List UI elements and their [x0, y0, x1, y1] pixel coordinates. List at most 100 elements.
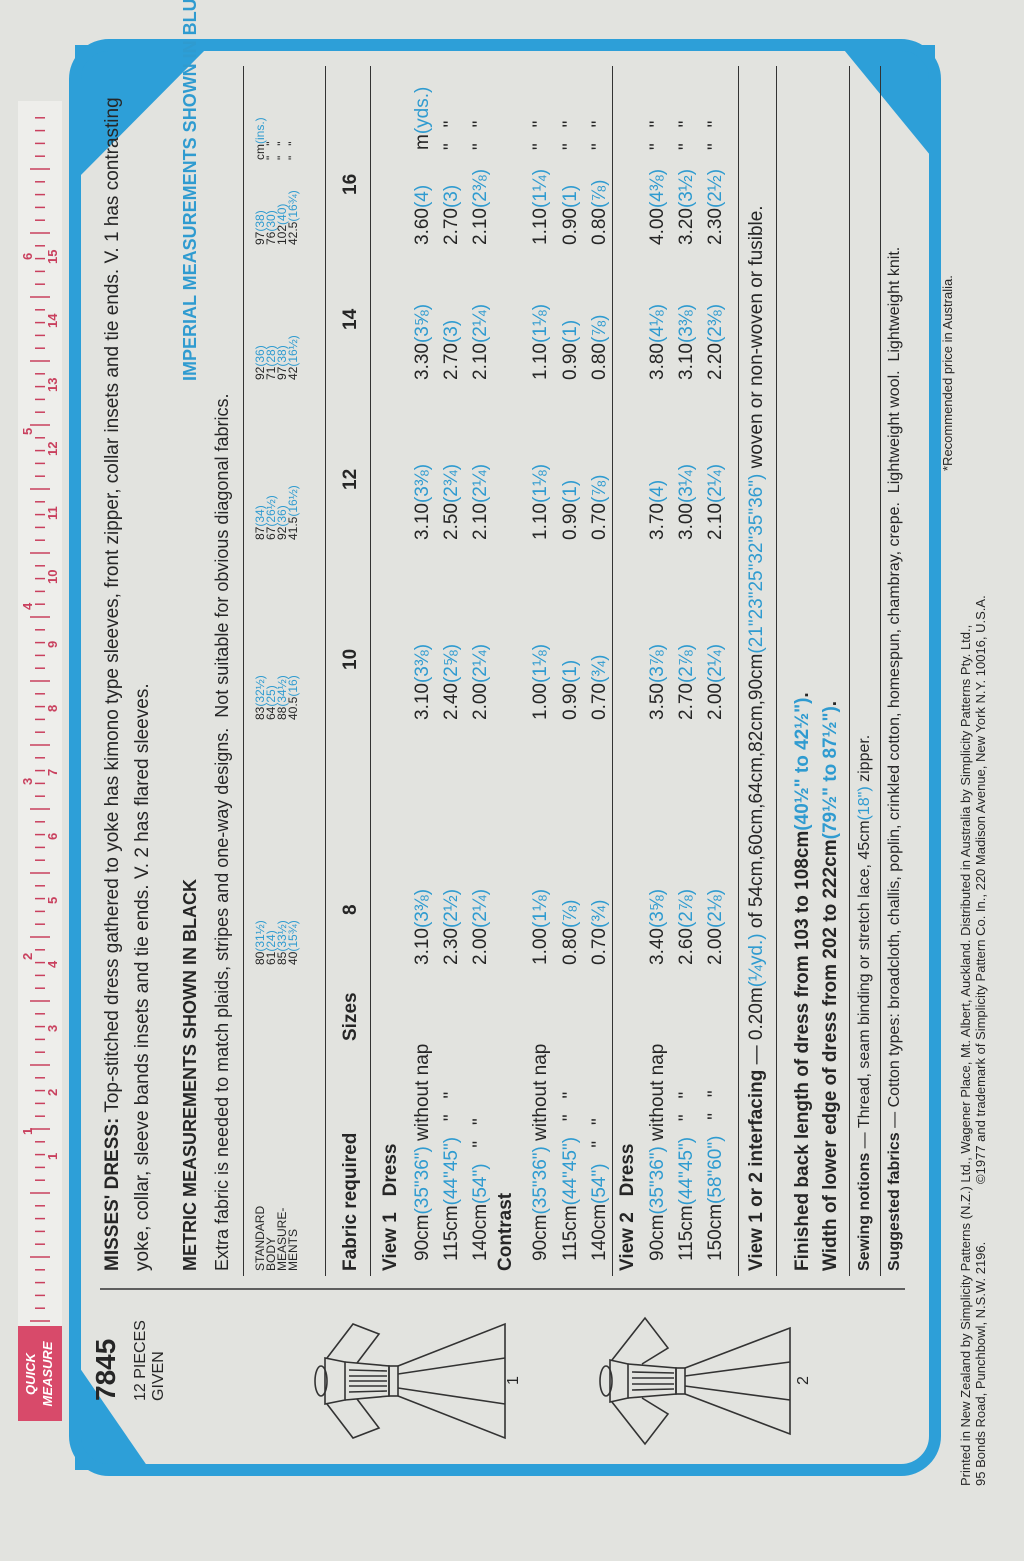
ruler-mark: 10: [45, 569, 60, 584]
unit: " ": [560, 121, 582, 150]
body-value-imperial: (16½): [286, 485, 300, 517]
yardage-imperial: (3¼): [676, 463, 697, 504]
yardage: 0.70(⅞): [589, 475, 611, 540]
suggested-fabrics-part: Suggested fabrics: [886, 1132, 903, 1271]
lower-edge-part: (79½" to 87½"): [820, 706, 841, 840]
unit: " ": [647, 121, 669, 150]
fabric-width: 115cm(44"45") " ": [560, 1092, 582, 1261]
body-value-metric: 41.5: [286, 516, 300, 540]
yardage-imperial: (¾): [589, 654, 610, 684]
yardage-metric: 0.90: [560, 683, 581, 720]
body-value: 42.5(16¾): [286, 190, 300, 245]
yardage-imperial: (4⅛): [647, 303, 668, 344]
fabric-width-imperial: (58"60"): [705, 1135, 726, 1204]
fabric-width: 90cm(35"36") without nap: [412, 1044, 434, 1261]
yardage: 2.10(2⅜): [470, 169, 492, 245]
price-note: *Recommended price in Australia.: [940, 275, 955, 471]
yardage: 2.70(3): [441, 185, 463, 245]
fabric-width: 150cm(58"60") " ": [705, 1090, 727, 1261]
view-2-drawing: [599, 1316, 791, 1446]
yardage: 3.00(3¼): [676, 464, 698, 540]
body-value: 40(15¾): [286, 920, 300, 965]
fabric-width-metric: 115cm: [441, 1205, 462, 1261]
footer-line: 95 Bonds Road, Punchbowl, N.S.W. 2196. ©…: [973, 595, 988, 1486]
yardage-imperial: (3⅝): [647, 888, 668, 929]
yardage: 3.80(4⅛): [647, 304, 669, 380]
body-value: 40.5(16): [286, 675, 300, 720]
finished-length-part: (40½" to 42½"): [792, 697, 813, 831]
yardage-metric: 3.10: [676, 343, 697, 380]
yardage: 0.80(⅞): [560, 900, 582, 965]
yardage-imperial: (4⅜): [647, 168, 668, 209]
yardage: 2.70(2⅞): [676, 644, 698, 720]
yardage: 3.10(3⅜): [676, 304, 698, 380]
ruler-mark: 12: [45, 441, 60, 456]
ruler-inch: 5: [20, 427, 35, 435]
yardage-imperial: (⅞): [589, 314, 610, 344]
body-label: STANDARD BODY MEASURE- MENTS: [253, 1206, 300, 1271]
yardage: 2.70(3): [441, 320, 463, 380]
ruler-mark: 9: [45, 640, 60, 648]
yardage: 3.20(3½): [676, 169, 698, 245]
ruler-mark: 3: [45, 1024, 60, 1032]
yardage-imperial: (1): [560, 319, 581, 344]
yardage-metric: 2.70: [441, 343, 462, 380]
ruler-inch: 2: [20, 952, 35, 960]
yardage-metric: 2.10: [470, 208, 491, 245]
fabric-note: Extra fabric is needed to match plaids, …: [212, 393, 232, 1271]
yardage-metric: 1.10: [530, 343, 551, 380]
yardage: 0.70(¾): [589, 900, 611, 965]
yardage-metric: 0.70: [589, 928, 610, 965]
yardage-imperial: (1¼): [530, 168, 551, 209]
yardage-imperial: (1⅛): [530, 303, 551, 344]
sewing-notions-part: Sewing notions: [856, 1152, 873, 1271]
unit-metric: " ": [560, 120, 581, 150]
interfacing: View 1 or 2 interfacing — 0.20m(¼yd.) of…: [746, 205, 768, 1271]
fabric-width-text: without nap: [647, 1043, 668, 1147]
yardage: 3.50(3⅞): [647, 644, 669, 720]
fabric-width-metric: 150cm: [705, 1203, 726, 1261]
yardage-imperial: (1⅛): [530, 888, 551, 929]
yardage-metric: 3.10: [412, 683, 433, 720]
unit-metric: " ": [647, 120, 668, 150]
yardage-metric: 3.30: [412, 343, 433, 380]
unit: m(yds.): [412, 87, 434, 150]
size: 12: [340, 468, 361, 490]
unit: " ": [470, 121, 492, 150]
yardage-imperial: (1): [560, 659, 581, 684]
yardage-metric: 2.40: [441, 683, 462, 720]
yardage-imperial: (3⅜): [676, 303, 697, 344]
yardage-metric: 2.50: [441, 503, 462, 540]
yardage-imperial: (3): [441, 319, 462, 344]
yardage-imperial: (3): [441, 184, 462, 209]
fabric-width-text: " ": [441, 1091, 462, 1137]
yardage-metric: 3.00: [676, 503, 697, 540]
unit: " ": [676, 121, 698, 150]
yardage-metric: 2.30: [441, 928, 462, 965]
unit-metric: " ": [441, 120, 462, 150]
yardage-metric: 3.10: [412, 503, 433, 540]
yardage-imperial: (2¼): [470, 463, 491, 504]
sizes-label: Sizes: [340, 992, 361, 1041]
view-label: 1: [505, 1376, 522, 1385]
fabric-width-imperial: (35"36"): [647, 1146, 668, 1215]
rule-line: [880, 66, 881, 1276]
yardage-metric: 3.60: [412, 208, 433, 245]
yardage-imperial: (1): [560, 479, 581, 504]
interfacing-part: (¼yd.): [746, 933, 767, 988]
ruler-mark: 2: [45, 1088, 60, 1096]
yardage-metric: 1.10: [530, 503, 551, 540]
fabric-width: 140cm(54") " ": [589, 1118, 611, 1261]
yardage-imperial: (2⅜): [705, 303, 726, 344]
yardage-metric: 3.20: [676, 208, 697, 245]
yardage-metric: 2.00: [470, 683, 491, 720]
yardage: 0.90(1): [560, 480, 582, 540]
yardage-metric: 3.40: [647, 928, 668, 965]
yardage: 1.00(1⅛): [530, 889, 552, 965]
yardage-metric: 2.10: [705, 503, 726, 540]
body-unit-imperial: (ins.): [253, 117, 267, 144]
fabric-width-text: " ": [705, 1090, 726, 1136]
unit-metric: " ": [676, 120, 697, 150]
